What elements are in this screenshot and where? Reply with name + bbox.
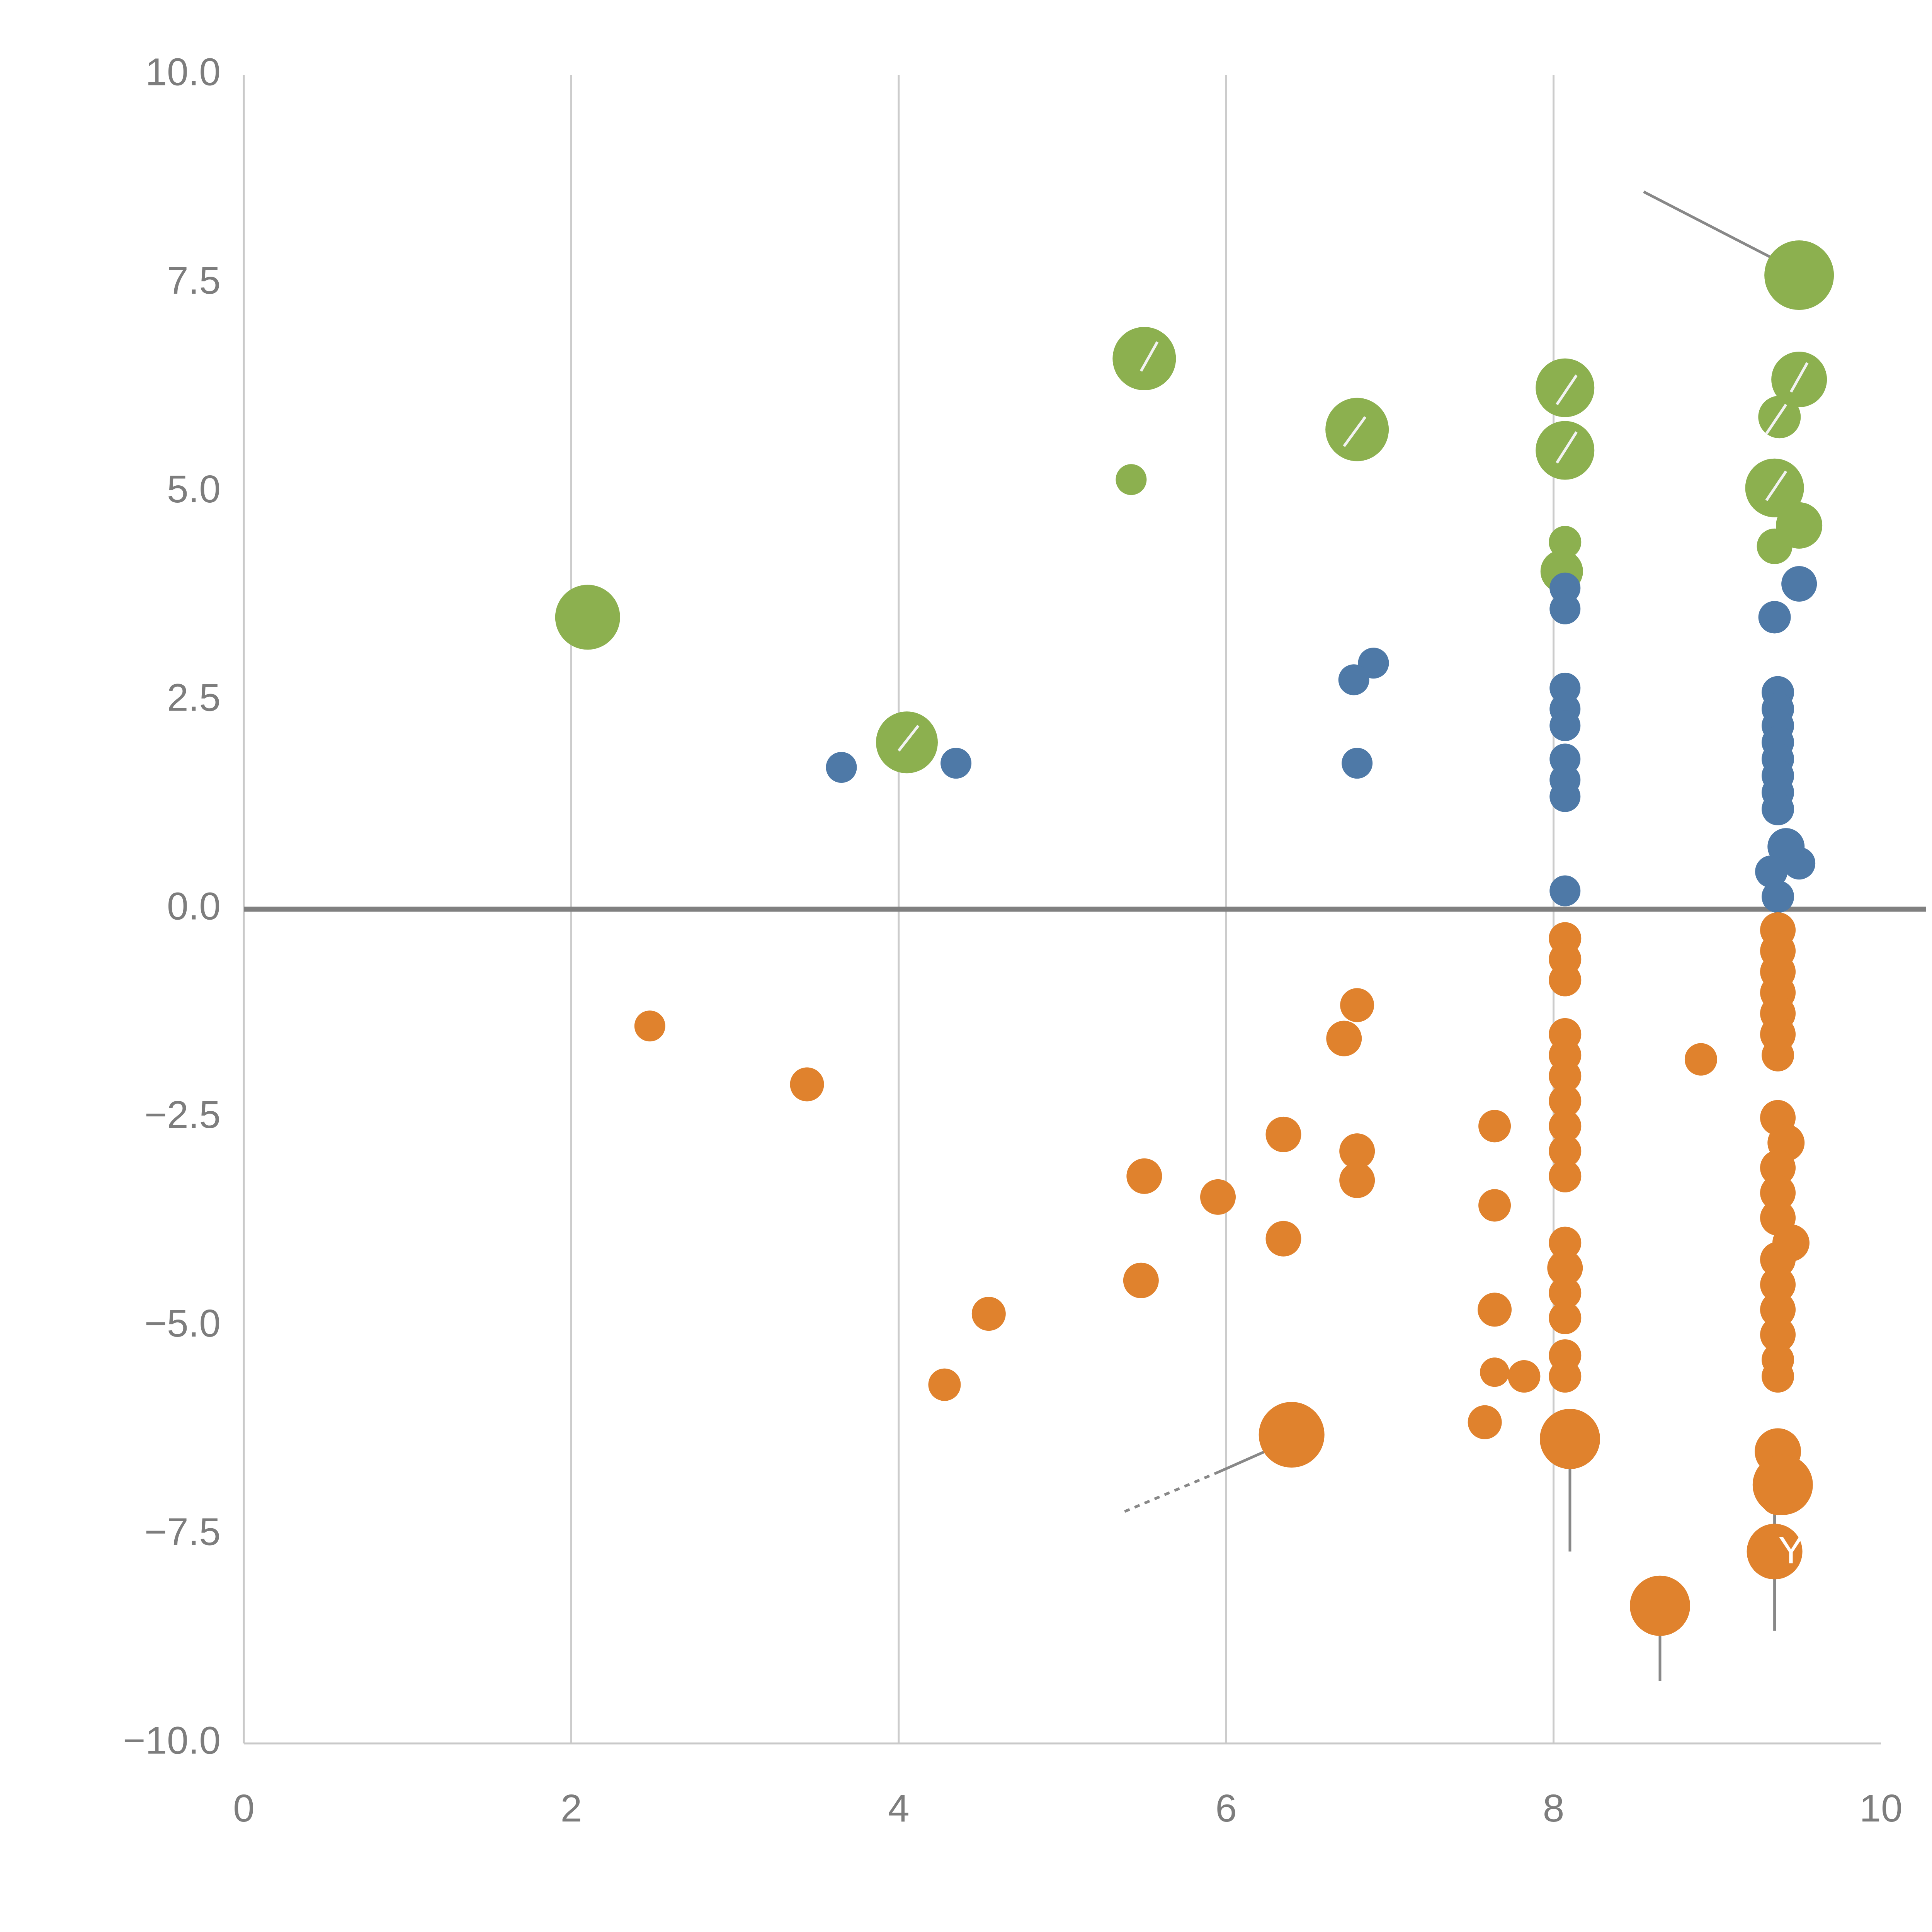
bubble-blue bbox=[1549, 781, 1581, 812]
bubble-orange bbox=[1760, 1242, 1796, 1277]
point-label-y: Y bbox=[1778, 1529, 1804, 1572]
bubble-orange bbox=[1339, 1162, 1375, 1198]
bubble-orange bbox=[1339, 1133, 1375, 1169]
bubble-orange bbox=[1259, 1402, 1325, 1468]
bubble-orange bbox=[1478, 1189, 1511, 1222]
y-tick-label: −5.0 bbox=[145, 1302, 221, 1345]
bubble-orange bbox=[1326, 1020, 1362, 1056]
bubble-green bbox=[555, 585, 620, 650]
bubble-orange bbox=[1549, 1360, 1582, 1393]
y-tick-label: −7.5 bbox=[145, 1510, 221, 1554]
bubble-blue bbox=[1762, 880, 1794, 913]
bubble-orange bbox=[790, 1067, 824, 1102]
bubble-orange bbox=[1760, 1267, 1796, 1303]
bubble-orange bbox=[1549, 1160, 1582, 1192]
bubble-orange bbox=[1468, 1405, 1502, 1439]
annotation-leader-line bbox=[1643, 190, 1787, 267]
bubble-orange bbox=[1549, 1301, 1582, 1334]
annotation-white-slash bbox=[1556, 431, 1578, 464]
bubble-green bbox=[1758, 396, 1801, 439]
y-tick-label: −2.5 bbox=[145, 1093, 221, 1136]
y-tick-label: 0.0 bbox=[167, 884, 221, 928]
bubble-orange bbox=[1549, 1085, 1582, 1117]
bubble-orange bbox=[928, 1368, 961, 1401]
annotation-white-slash bbox=[1343, 416, 1367, 447]
annotation-white-slash bbox=[898, 724, 920, 752]
x-tick-label: 8 bbox=[1543, 1787, 1565, 1830]
bubble-blue bbox=[1342, 748, 1373, 779]
bubble-blue bbox=[1549, 710, 1581, 742]
bubble-orange bbox=[1549, 1060, 1582, 1092]
y-tick-label: 10.0 bbox=[145, 50, 221, 94]
bubble-orange bbox=[1630, 1575, 1690, 1636]
y-tick-label: −10.0 bbox=[123, 1719, 221, 1762]
bubble-blue bbox=[1549, 593, 1581, 624]
bubble-orange bbox=[1539, 1408, 1600, 1469]
bubble-orange bbox=[1478, 1293, 1512, 1327]
x-tick-label: 2 bbox=[561, 1787, 582, 1830]
annotation-leader-line bbox=[1124, 1471, 1219, 1513]
bubble-orange bbox=[1549, 1110, 1582, 1143]
bubble-orange bbox=[1508, 1360, 1541, 1393]
bubble-blue bbox=[1549, 875, 1581, 906]
bubble-blue bbox=[1758, 601, 1791, 634]
bubble-orange bbox=[1480, 1357, 1510, 1387]
bubble-blue bbox=[940, 748, 972, 779]
x-tick-label: 4 bbox=[888, 1787, 910, 1830]
bubble-orange bbox=[1747, 1524, 1803, 1580]
bubble-orange bbox=[1549, 1277, 1582, 1310]
bubble-blue bbox=[1762, 793, 1794, 825]
y-tick-label: 7.5 bbox=[167, 259, 221, 302]
bubble-orange bbox=[1549, 964, 1582, 997]
bubble-orange bbox=[1549, 1135, 1582, 1168]
annotation-white-slash bbox=[1139, 341, 1159, 372]
annotation-white-slash bbox=[1765, 403, 1787, 435]
x-tick-label: 6 bbox=[1215, 1787, 1237, 1830]
bubble-orange bbox=[1265, 1221, 1301, 1257]
bubble-blue bbox=[1781, 566, 1817, 602]
bubble-orange bbox=[1200, 1179, 1236, 1215]
bubble-orange bbox=[1760, 1317, 1796, 1353]
bubble-green bbox=[1536, 358, 1595, 417]
bubble-orange bbox=[1123, 1262, 1159, 1298]
bubble-green bbox=[1116, 464, 1147, 495]
x-tick-label: 0 bbox=[233, 1787, 255, 1830]
bubble-green bbox=[1112, 327, 1176, 391]
bubble-orange bbox=[1760, 1292, 1796, 1328]
x-tick-label: 10 bbox=[1859, 1787, 1902, 1830]
bubble-orange bbox=[1762, 1039, 1794, 1071]
bubble-blue bbox=[826, 752, 857, 783]
annotation-white-slash bbox=[1789, 362, 1809, 393]
bubble-blue bbox=[1338, 664, 1369, 696]
bubble-orange bbox=[1265, 1116, 1301, 1152]
bubble-orange bbox=[1760, 1150, 1796, 1186]
bubble-orange bbox=[634, 1010, 665, 1042]
bubble-orange bbox=[1762, 1360, 1794, 1393]
bubble-green bbox=[1549, 526, 1582, 559]
bubble-green bbox=[1764, 240, 1834, 310]
bubble-orange bbox=[1126, 1158, 1162, 1194]
bubble-green bbox=[1757, 528, 1793, 564]
bubble-orange bbox=[1760, 1480, 1796, 1515]
bubble-orange bbox=[1549, 1226, 1582, 1259]
bubble-orange bbox=[1478, 1110, 1511, 1143]
y-tick-label: 2.5 bbox=[167, 676, 221, 719]
bubble-blue bbox=[1783, 847, 1816, 880]
bubble-orange bbox=[1760, 1175, 1796, 1211]
bubble-blue bbox=[1755, 855, 1788, 888]
bubble-orange bbox=[1547, 1250, 1583, 1286]
annotation-white-slash bbox=[1765, 470, 1787, 502]
bubble-orange bbox=[1684, 1043, 1717, 1076]
bubble-orange bbox=[971, 1297, 1006, 1331]
y-tick-label: 5.0 bbox=[167, 468, 221, 511]
annotation-white-slash bbox=[1556, 374, 1578, 405]
bubble-orange bbox=[1340, 988, 1374, 1022]
